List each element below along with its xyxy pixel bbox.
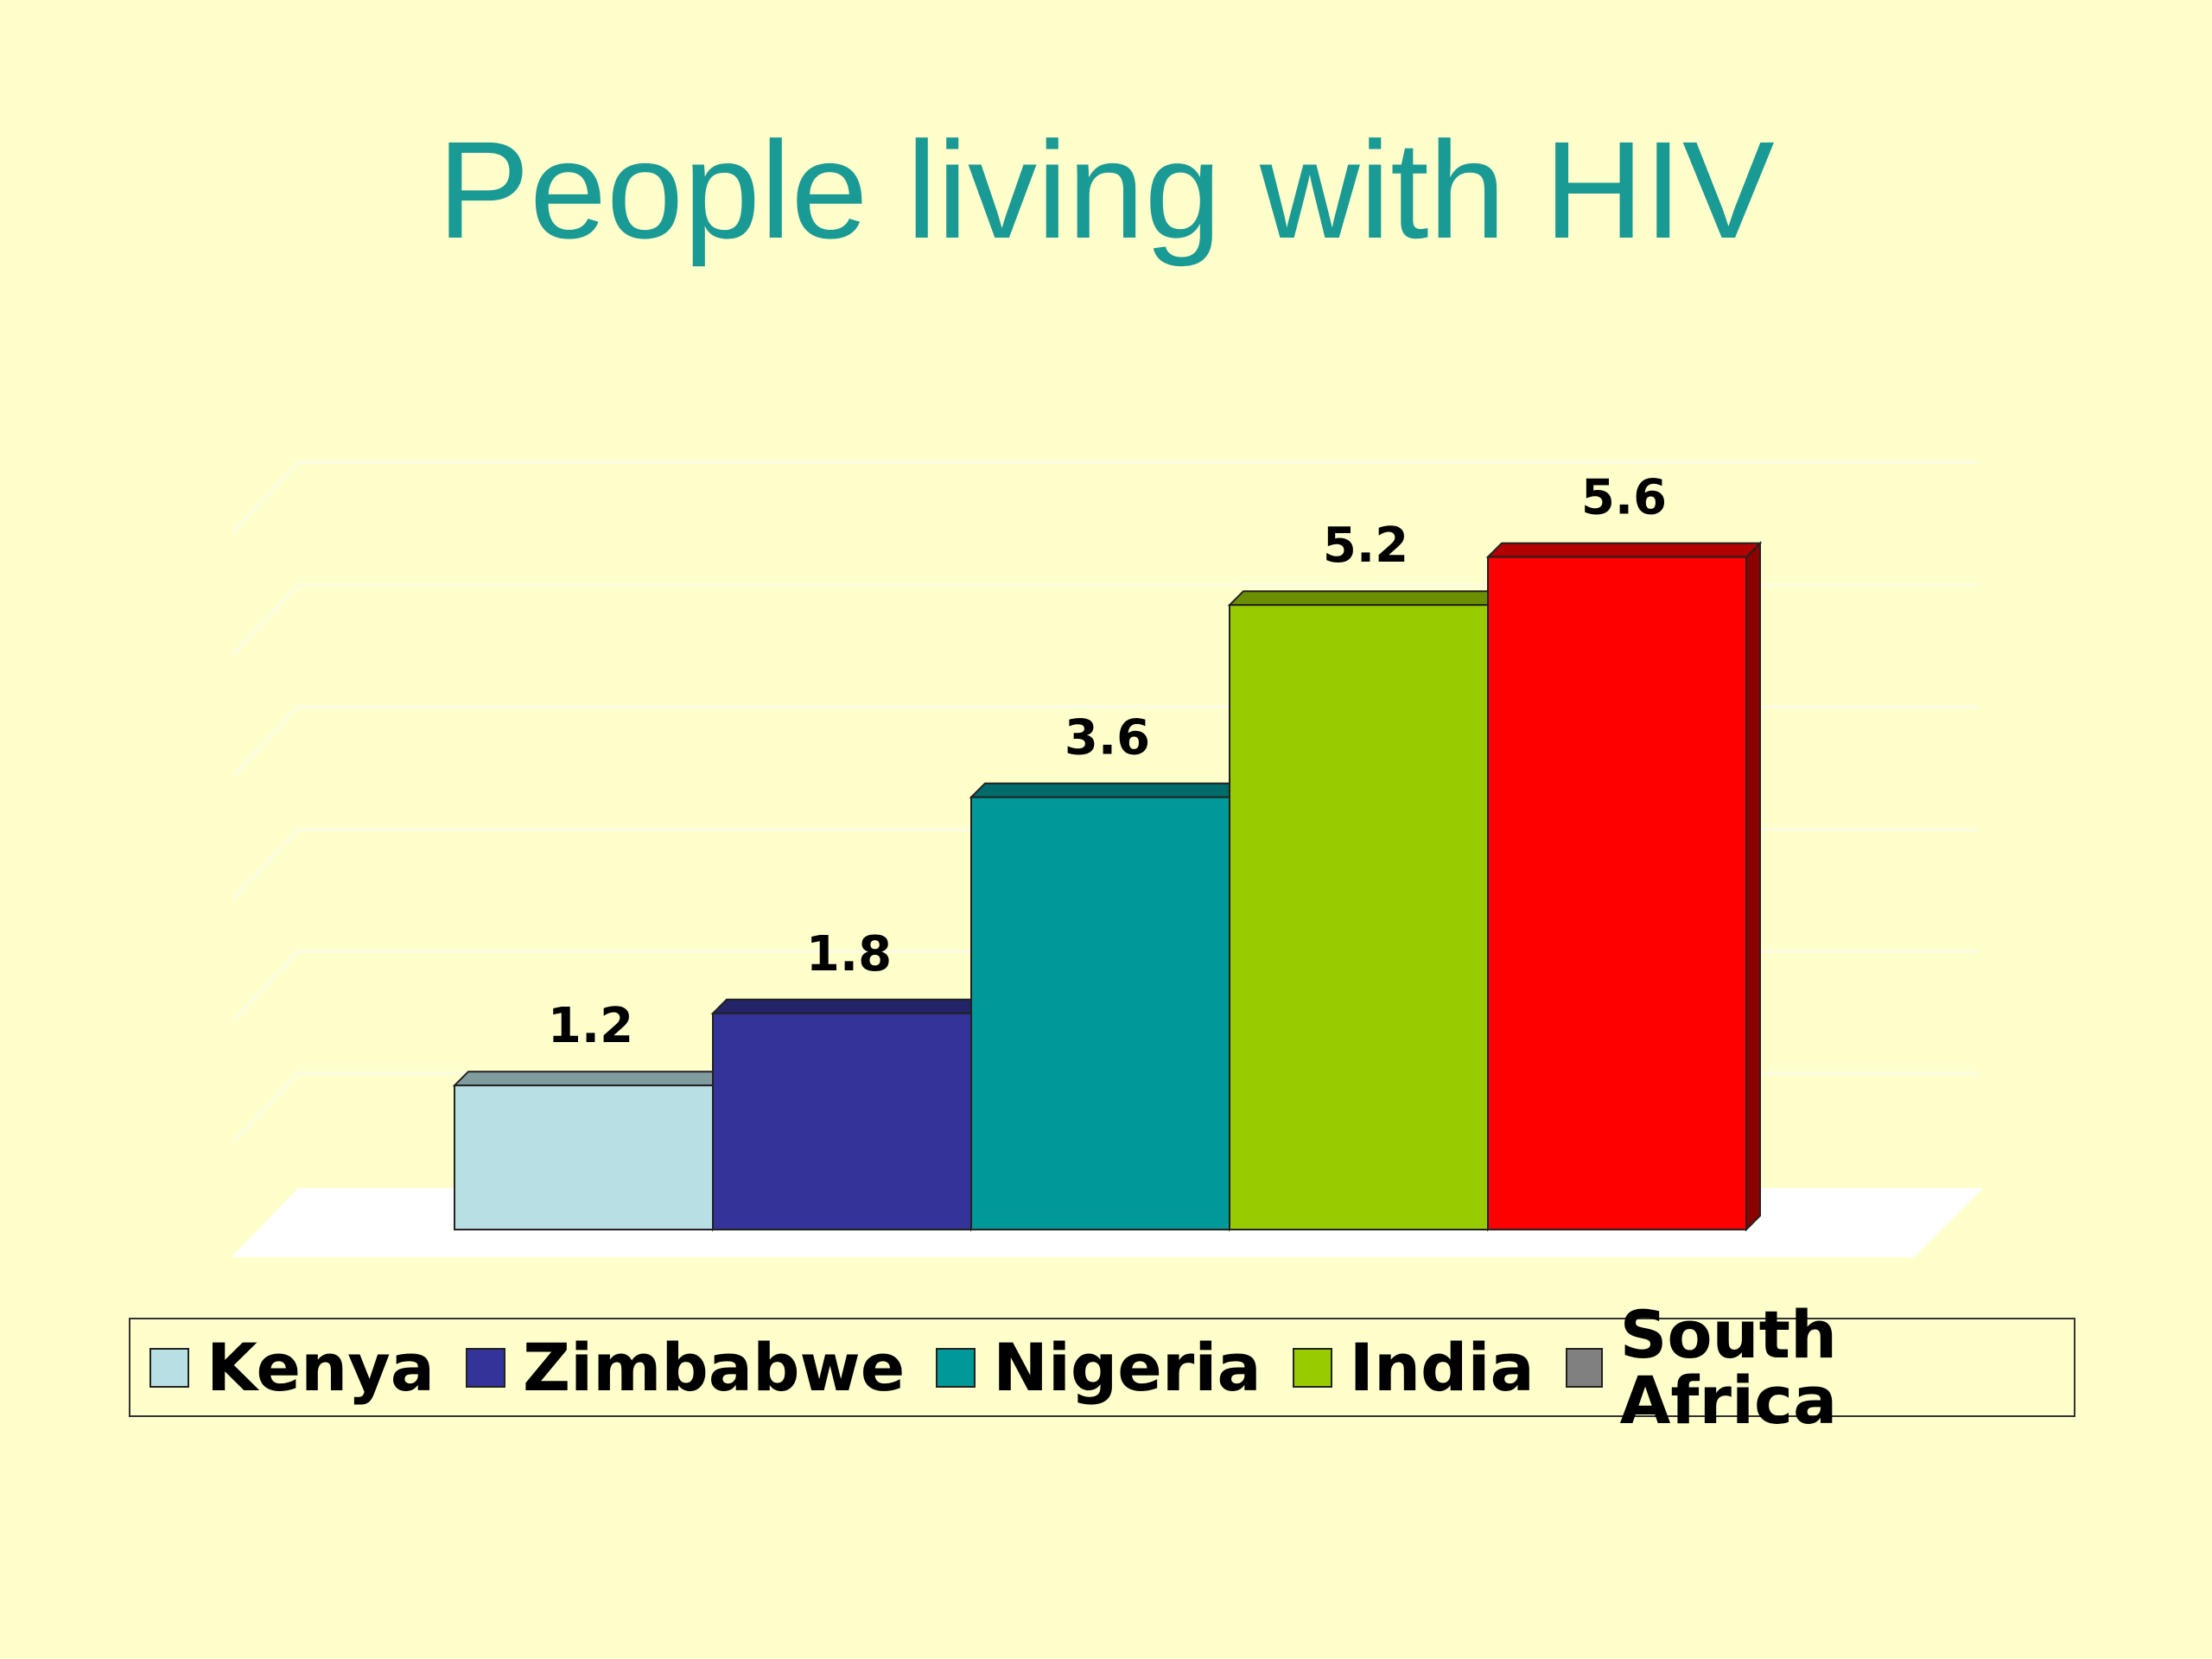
bar-front [712,1012,972,1231]
legend-label: India [1349,1328,1535,1406]
legend-swatch [466,1347,506,1388]
bar-front [454,1084,714,1230]
legend-swatch [1565,1347,1603,1388]
data-label: 1.8 [806,926,892,982]
bar-front [970,796,1230,1230]
bar-nigeria [969,781,1246,1232]
gridline [232,461,1979,533]
bar-front [1487,556,1747,1230]
data-label: 5.2 [1323,518,1408,574]
legend-item: South Africa [1565,1295,2043,1439]
bar-top [710,998,988,1014]
bar-side [1745,541,1761,1232]
legend-item: Zimbabwe [466,1328,906,1406]
data-label: 1.2 [548,998,633,1054]
data-labels: 1.2 1.8 3.6 5.2 5.6 [548,470,1667,1055]
legend-swatch [1292,1347,1332,1388]
data-label: 3.6 [1065,710,1150,766]
chart-title: People living with HIV [437,112,1775,267]
bar-india [1227,588,1504,1232]
legend-label: Nigeria [993,1328,1262,1406]
legend-item: India [1292,1328,1535,1406]
bars [452,541,1763,1232]
legend-swatch [149,1347,189,1388]
bar-top [969,782,1246,798]
legend-item: Nigeria [936,1328,1262,1406]
bar-zimbabwe [710,997,988,1232]
bar-top [1227,590,1504,607]
bar-front [1229,604,1489,1230]
data-label: 5.6 [1581,470,1667,526]
bar-top [452,1071,729,1087]
legend-label: South Africa [1619,1295,1838,1439]
legend-item: Kenya [149,1328,435,1406]
legend-label: Kenya [207,1328,435,1406]
legend-swatch [936,1347,976,1388]
gridline [232,583,1979,656]
bar-kenya [452,1069,729,1232]
bar-top [1485,542,1763,558]
legend-label: Zimbabwe [523,1328,906,1406]
bar-south-africa [1485,541,1763,1232]
legend: Kenya Zimbabwe Nigeria India South Africa [129,1301,2075,1433]
